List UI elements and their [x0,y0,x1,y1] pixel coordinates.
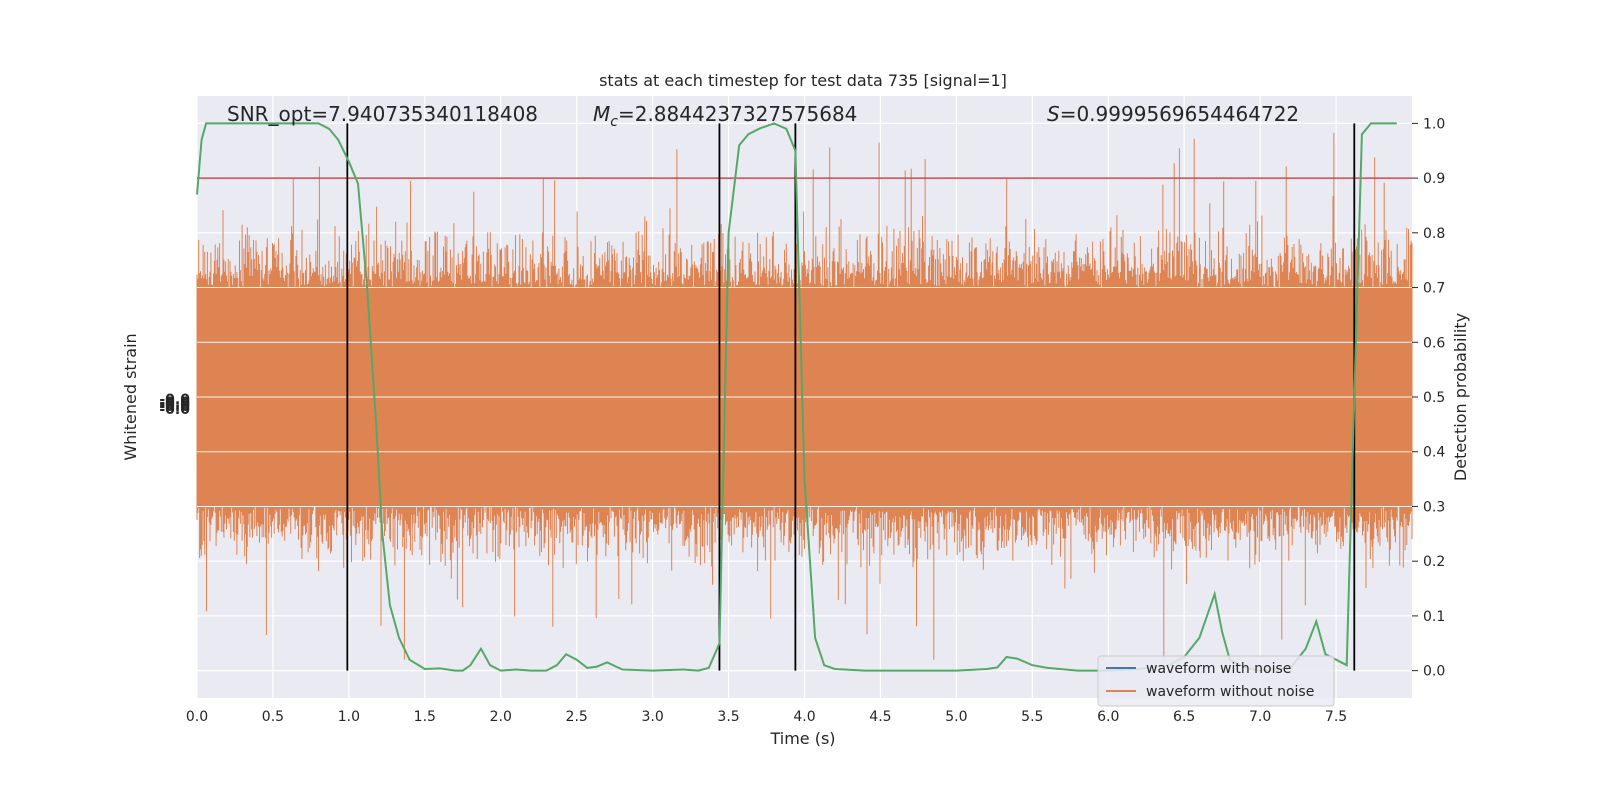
y-right-ticks: 0.0 0.1 0.2 0.3 0.4 0.5 0.6 0.7 0.8 0.9 1.0 [1412,116,1445,680]
s-annotation: S=0.9999569654464722 [1047,102,1299,126]
x-tick-label: 2.0 [490,709,512,725]
y-right-tick-label: 0.1 [1423,609,1445,625]
y-left-tick-label: -0.0 [159,397,190,413]
y-left-axis-label: Whitened strain [121,333,140,460]
y-right-axis-label: Detection probability [1451,313,1470,481]
s-value: =0.9999569654464722 [1060,102,1299,126]
legend-label-with-noise: waveform with noise [1146,661,1291,677]
mc-annotation: Mc=2.8844237327575684 [593,102,857,130]
y-right-tick-label: 0.8 [1423,226,1445,242]
waveform-without-noise-series [196,133,1413,660]
x-tick-label: 0.5 [262,709,284,725]
y-left-tick-label: -0.0 [159,402,190,418]
x-tick-label: 7.0 [1249,709,1271,725]
x-tick-label: 7.5 [1325,709,1347,725]
y-right-tick-label: 0.9 [1423,171,1445,187]
x-tick-label: 5.5 [1021,709,1043,725]
y-left-ticks: -0.0-0.0-0.0-0.0-0.0 [159,392,190,418]
snr-annotation: SNR_opt=7.940735340118408 [227,102,538,126]
y-right-tick-label: 0.0 [1423,664,1445,680]
chart-title: stats at each timestep for test data 735… [599,71,1007,90]
y-left-tick-label: -0.0 [159,399,190,415]
detection-probability-series [196,122,1397,672]
x-tick-label: 1.0 [338,709,360,725]
y-right-tick-label: 0.2 [1423,554,1445,570]
detection-probability-line [196,122,1397,672]
y-left-tick-label: -0.0 [159,395,190,411]
mc-subscript: c [610,114,618,130]
x-tick-label: 5.0 [945,709,967,725]
x-tick-label: 6.5 [1173,709,1195,725]
x-tick-label: 6.0 [1097,709,1119,725]
legend-label-without-noise: waveform without noise [1146,684,1314,700]
x-tick-label: 4.5 [869,709,891,725]
legend: waveform with noise waveform without noi… [1097,655,1335,707]
y-right-tick-label: 0.5 [1423,390,1445,406]
x-tick-label: 0.0 [186,709,208,725]
x-axis-label: Time (s) [769,729,835,748]
y-right-tick-label: 0.7 [1423,281,1445,297]
legend-box [1097,655,1335,707]
mc-value: =2.8844237327575684 [618,102,857,126]
x-tick-label: 2.5 [566,709,588,725]
y-right-tick-label: 0.4 [1423,445,1445,461]
y-left-tick-label: -0.0 [159,392,190,408]
x-tick-label: 3.0 [641,709,663,725]
y-right-tick-label: 0.6 [1423,335,1445,351]
mc-symbol: M [593,102,610,126]
s-symbol: S [1047,102,1060,126]
x-tick-label: 1.5 [414,709,436,725]
x-tick-label: 3.5 [717,709,739,725]
y-right-tick-label: 1.0 [1423,116,1445,132]
x-ticks: 0.0 0.5 1.0 1.5 2.0 2.5 3.0 3.5 4.0 4.5 5.0 5.5 6.0 6… [186,709,1347,725]
y-right-tick-label: 0.3 [1423,499,1445,515]
x-tick-label: 4.0 [793,709,815,725]
